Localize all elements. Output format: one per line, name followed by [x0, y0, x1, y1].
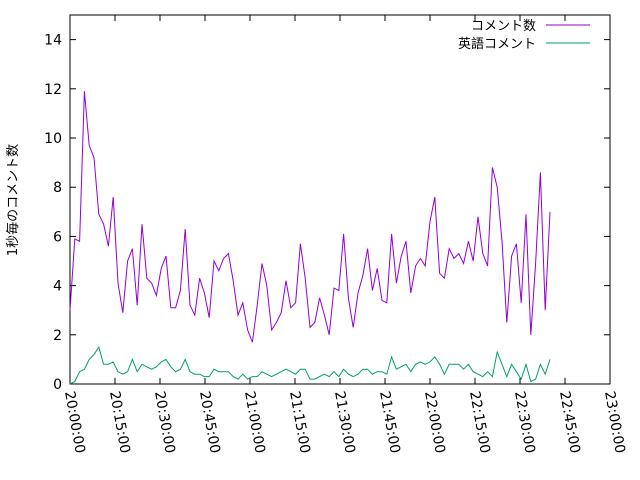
x-tick-label: 21:15:00 — [286, 390, 313, 455]
plot-area — [69, 14, 611, 385]
y-axis-label: 1秒毎のコメント数 — [5, 144, 21, 256]
legend-label: 英語コメント — [458, 36, 536, 52]
y-axis: 0 2 4 6 8 10 12 14 — [44, 33, 610, 393]
x-tick-label: 20:15:00 — [106, 390, 133, 455]
x-tick-label: 21:45:00 — [376, 390, 403, 455]
plot-frame — [69, 14, 611, 385]
series-layer — [69, 91, 551, 385]
x-tick-label: 20:45:00 — [196, 390, 223, 455]
x-tick-label: 23:00:00 — [601, 390, 628, 455]
x-tick-label: 22:30:00 — [511, 390, 538, 455]
y-tick-label: 4 — [53, 279, 62, 295]
series-line-english-comments — [69, 345, 551, 385]
x-tick-label: 21:00:00 — [241, 390, 268, 455]
legend-label: コメント数 — [471, 19, 536, 34]
y-tick-label: 12 — [44, 82, 62, 98]
x-tick-label: 20:30:00 — [151, 390, 178, 455]
x-tick-label: 21:30:00 — [331, 390, 358, 455]
x-tick-label: 22:45:00 — [556, 390, 583, 455]
x-tick-label: 20:00:00 — [61, 390, 88, 455]
y-tick-label: 8 — [53, 180, 62, 196]
y-tick-label: 6 — [53, 229, 62, 245]
x-tick-label: 22:00:00 — [421, 390, 448, 455]
y-tick-label: 10 — [44, 131, 62, 147]
y-tick-label: 14 — [44, 33, 62, 49]
x-tick-label: 22:15:00 — [466, 390, 493, 455]
y-tick-label: 0 — [53, 377, 62, 393]
y-tick-label: 2 — [53, 328, 62, 344]
series-line-comments — [69, 91, 551, 343]
